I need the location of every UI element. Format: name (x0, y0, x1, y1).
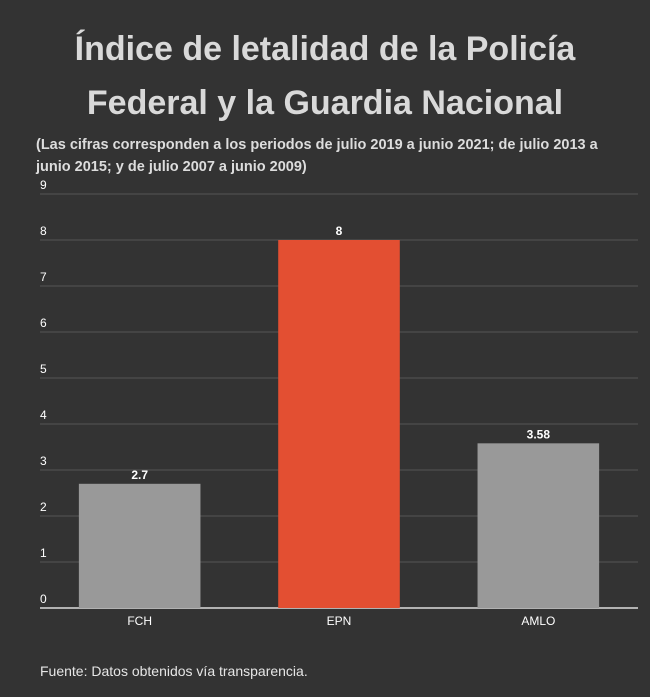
x-tick-label: FCH (127, 614, 152, 628)
y-tick-label: 9 (40, 178, 47, 192)
x-tick-label: EPN (327, 614, 352, 628)
y-tick-label: 4 (40, 408, 47, 422)
chart-title-line-1: Índice de letalidad de la Policía (74, 30, 576, 68)
source-note: Fuente: Datos obtenidos vía transparenci… (40, 663, 308, 679)
bar (78, 483, 201, 608)
y-tick-label: 7 (40, 270, 47, 284)
chart-title-line-2: Federal y la Guardia Nacional (86, 84, 564, 122)
y-tick-label: 6 (40, 316, 47, 330)
chart-subtitle: (Las cifras corresponden a los periodos … (36, 137, 598, 175)
y-tick-label: 3 (40, 454, 47, 468)
bar (477, 443, 600, 608)
data-label: 2.7 (131, 468, 148, 482)
data-label: 8 (336, 224, 343, 238)
bar (278, 240, 400, 608)
x-tick-label: AMLO (521, 614, 555, 628)
y-tick-label: 1 (40, 546, 47, 560)
chart-title: Índice de letalidad de la Policía Federa… (0, 22, 650, 130)
y-tick-label: 5 (40, 362, 47, 376)
y-tick-label: 2 (40, 500, 47, 514)
y-tick-label: 0 (40, 592, 47, 606)
y-tick-label: 8 (40, 224, 47, 238)
data-label: 3.58 (527, 427, 551, 441)
